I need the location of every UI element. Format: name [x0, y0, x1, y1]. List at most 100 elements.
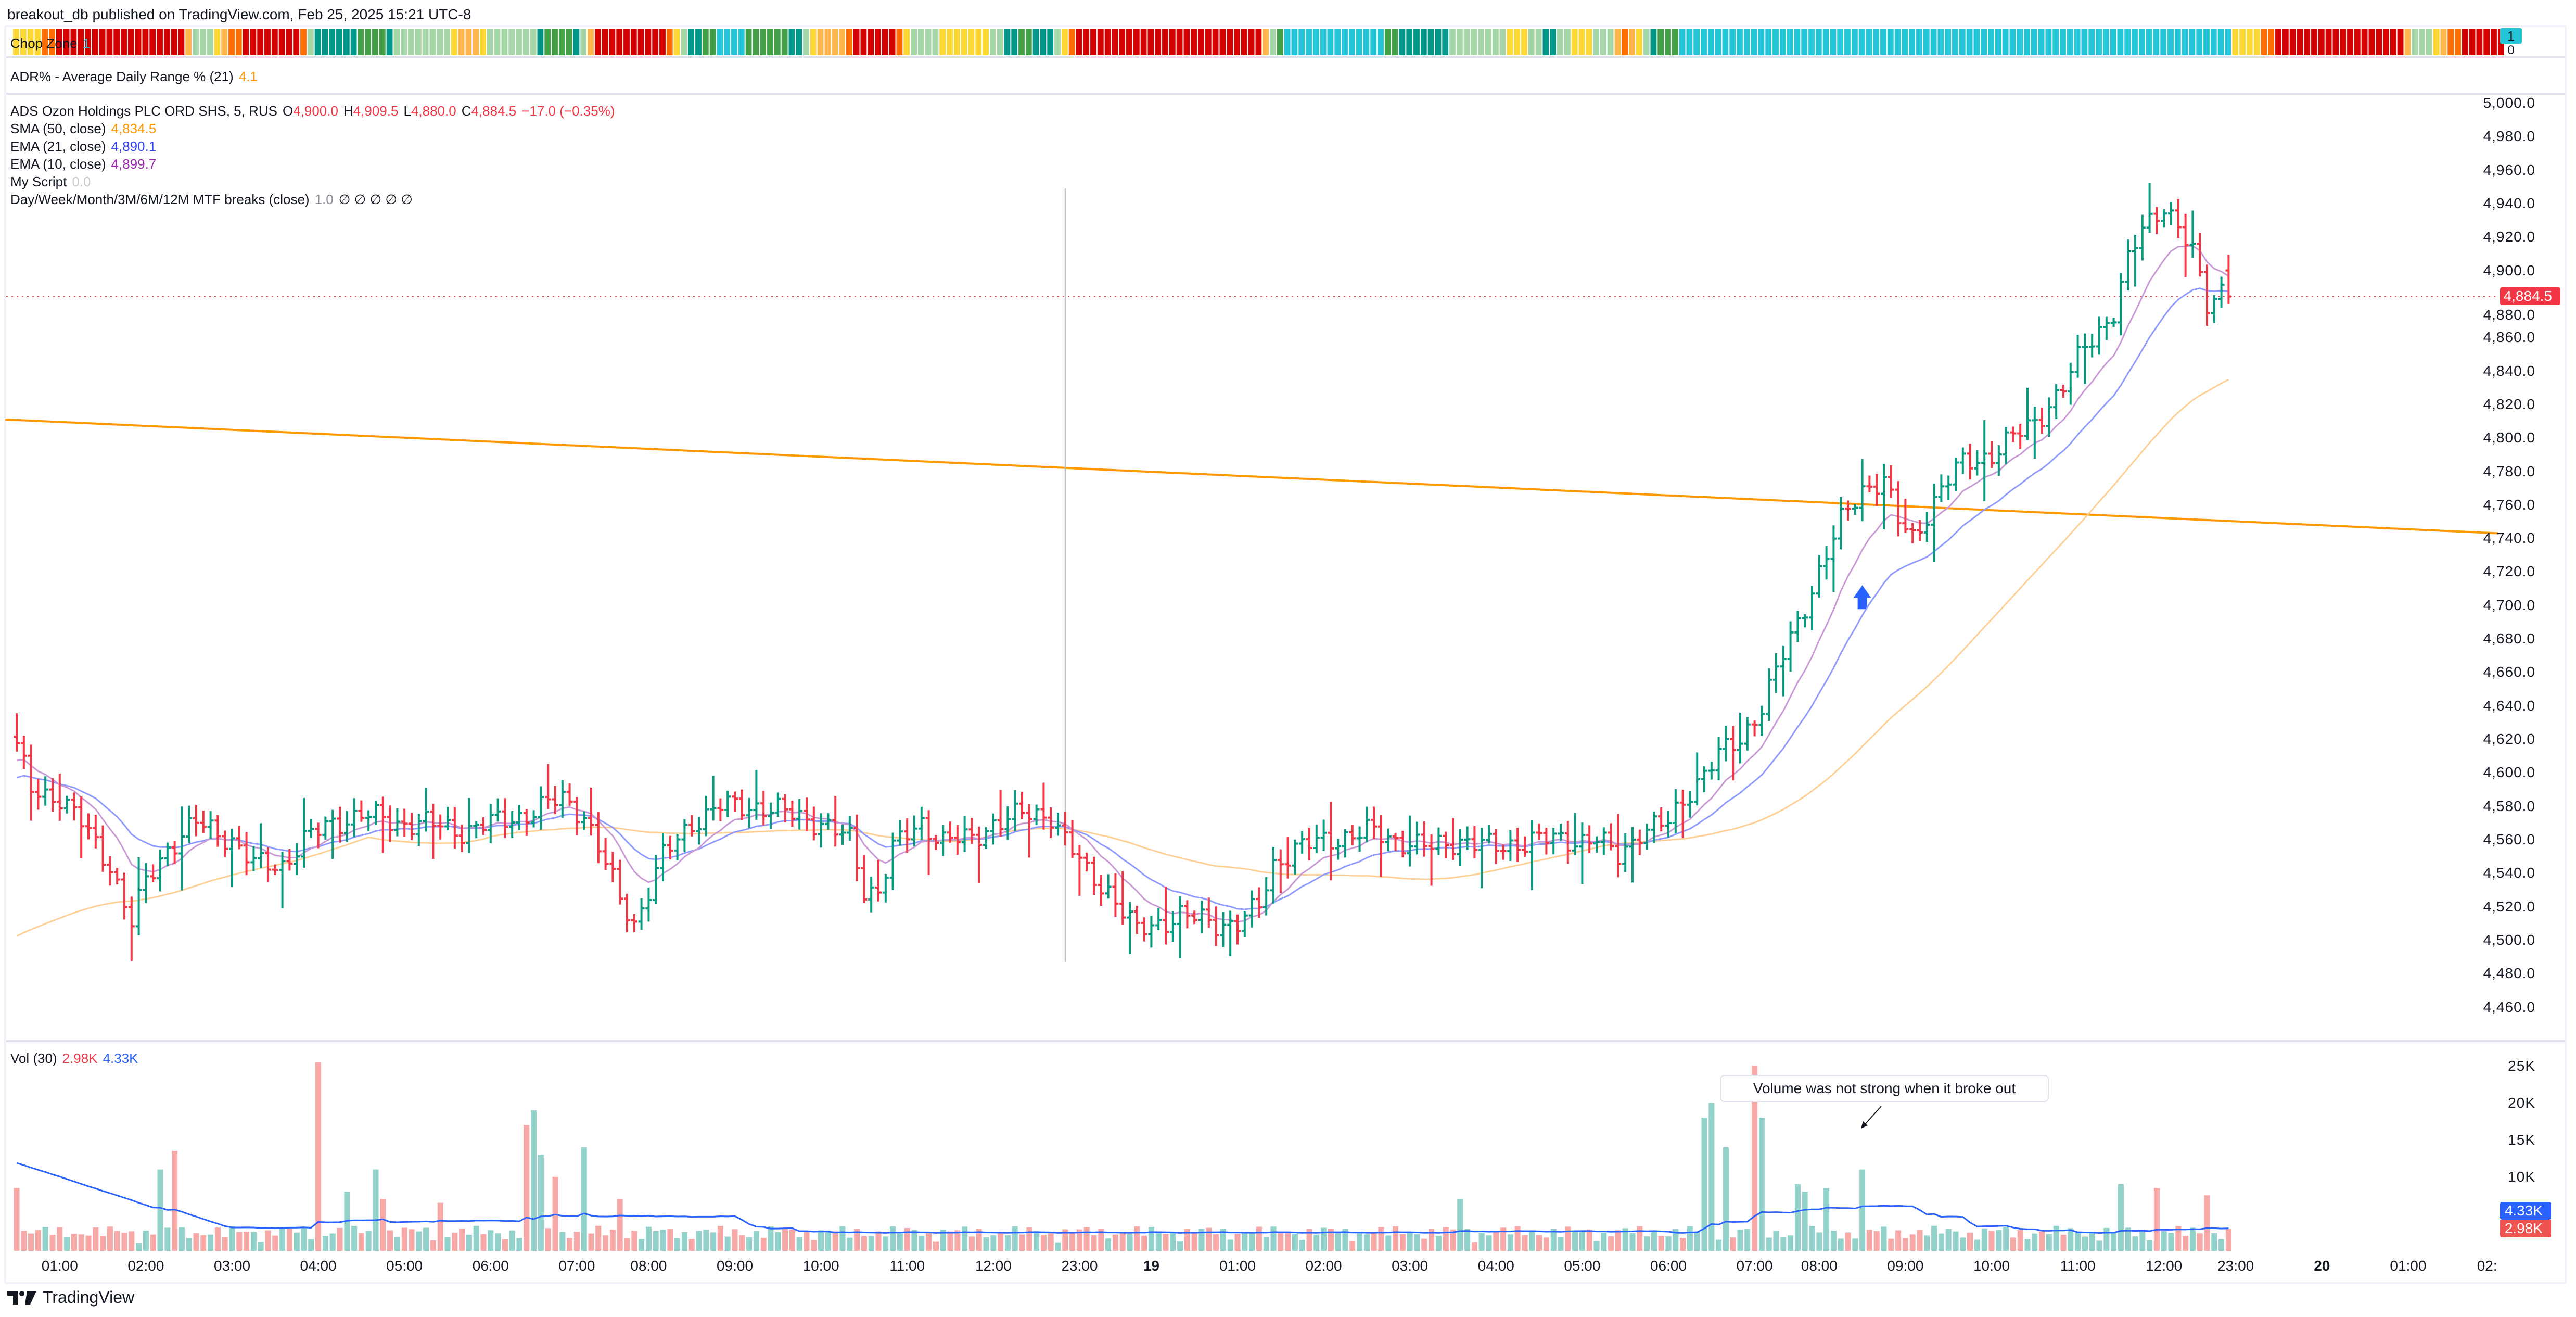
volume-bar: [1034, 1231, 1040, 1251]
chop-zone-bar: [1270, 29, 1276, 55]
chop-zone-bar: [415, 29, 422, 55]
chop-zone-bar: [2476, 29, 2483, 55]
time-axis-label: 01:00: [2390, 1258, 2427, 1274]
price-bar: [1392, 832, 1399, 851]
main-legend: ADS Ozon Holdings PLC ORD SHS, 5, RUS O4,…: [10, 102, 620, 208]
price-bar: [868, 876, 875, 913]
volume-bar: [2189, 1227, 2196, 1251]
chop-zone-bar: [652, 29, 659, 55]
adr-legend[interactable]: ADR% - Average Daily Range % (21) 4.1: [10, 68, 263, 85]
chop-zone-bar: [637, 29, 644, 55]
chop-zone-legend[interactable]: Chop Zone 1: [10, 34, 95, 52]
volume-bar: [847, 1237, 853, 1251]
chop-zone-bar: [1312, 29, 1319, 55]
chop-zone-bar: [1018, 29, 1025, 55]
volume-bar: [667, 1229, 673, 1251]
chop-zone-bar: [1126, 29, 1132, 55]
price-bar: [897, 820, 903, 846]
price-axis-label: 4,660.0: [2483, 664, 2535, 680]
volume-bar: [143, 1230, 149, 1251]
chop-zone-bar: [106, 29, 113, 55]
volume-bar: [947, 1231, 953, 1251]
price-bar: [2053, 384, 2060, 419]
volume-bar: [1873, 1231, 1880, 1251]
chop-zone-bar: [1032, 29, 1039, 55]
volume-bar: [71, 1233, 77, 1251]
chop-zone-bar: [2239, 29, 2246, 55]
price-bar: [1514, 828, 1521, 863]
ema10-legend[interactable]: EMA (10, close) 4,899.7: [10, 155, 620, 173]
time-axis-label: 20: [2314, 1258, 2330, 1274]
chop-zone-bar: [953, 29, 960, 55]
price-axis-label: 4,560.0: [2483, 831, 2535, 848]
footer-brand[interactable]: TradingView: [7, 1288, 134, 1307]
annotation-pointer-line: [1863, 1106, 1882, 1127]
chop-zone-bar: [1794, 29, 1801, 55]
chop-zone-bar: [127, 29, 134, 55]
symbol-legend[interactable]: ADS Ozon Holdings PLC ORD SHS, 5, RUS O4,…: [10, 102, 620, 120]
price-bar: [415, 814, 422, 846]
time-axis-label: 07:00: [1736, 1258, 1773, 1274]
time-axis-label: 05:00: [386, 1258, 423, 1274]
volume-bar: [2161, 1231, 2167, 1251]
price-bar: [85, 813, 92, 840]
price-bar: [401, 808, 408, 837]
chop-zone-bar: [2340, 29, 2347, 55]
chop-zone-bar: [1629, 29, 1635, 55]
price-bar: [545, 764, 552, 809]
volume-annotation[interactable]: Volume was not strong when it broke out: [1720, 1075, 2049, 1102]
chop-zone-bar: [2311, 29, 2317, 55]
volume-bar: [1163, 1234, 1169, 1251]
volume-bar: [2175, 1226, 2182, 1251]
price-bar: [738, 789, 745, 820]
chop-zone-bar: [1535, 29, 1542, 55]
volume-bar: [286, 1228, 292, 1251]
chop-zone-bar: [1435, 29, 1442, 55]
price-bar: [1127, 902, 1133, 954]
volume-bar: [1565, 1226, 1571, 1251]
chop-zone-bar: [1614, 29, 1621, 55]
chop-zone-bar: [1399, 29, 1406, 55]
price-bar: [49, 778, 56, 812]
sma50-legend[interactable]: SMA (50, close) 4,834.5: [10, 120, 620, 137]
chop-zone-bar: [925, 29, 932, 55]
ema10-label: EMA (10, close): [10, 156, 106, 172]
volume-bar: [890, 1226, 896, 1251]
volume-legend[interactable]: Vol (30) 2.98K 4.33K: [10, 1049, 144, 1067]
chop-zone-bar: [444, 29, 450, 55]
chop-zone-bar: [1442, 29, 1449, 55]
time-axis-label: 03:00: [213, 1258, 251, 1274]
price-bar: [645, 887, 652, 922]
chop-zone-bar: [2009, 29, 2016, 55]
volume-bar: [1299, 1239, 1305, 1251]
chop-zone-bar: [257, 29, 264, 55]
chop-zone-bar: [1542, 29, 1549, 55]
volume-bar: [1450, 1229, 1456, 1251]
price-bar: [1169, 911, 1176, 942]
volume-bar: [1730, 1237, 1736, 1251]
price-bar: [2082, 333, 2088, 385]
chop-zone-bar: [1916, 29, 1922, 55]
chop-zone-bar: [738, 29, 745, 55]
chop-zone-bar: [2117, 29, 2124, 55]
chop-zone-bar: [2096, 29, 2102, 55]
price-bar: [1708, 762, 1715, 780]
price-bar: [1701, 766, 1707, 792]
chop-zone-bar: [214, 29, 221, 55]
price-bar: [1830, 525, 1837, 592]
volume-axis-label: 25K: [2508, 1057, 2535, 1074]
chop-zone-bar: [422, 29, 429, 55]
chop-zone-bar: [1586, 29, 1592, 55]
price-bar: [523, 809, 530, 836]
chop-zone-bar: [1263, 29, 1269, 55]
ema21-legend[interactable]: EMA (21, close) 4,890.1: [10, 137, 620, 155]
chop-zone-bar: [2067, 29, 2073, 55]
chop-zone-bar: [2447, 29, 2454, 55]
price-bar: [2197, 233, 2203, 277]
volume-bar: [1665, 1236, 1672, 1251]
chop-zone-bar: [1779, 29, 1786, 55]
chop-zone-bar: [1406, 29, 1413, 55]
mtf-legend[interactable]: Day/Week/Month/3M/6M/12M MTF breaks (clo…: [10, 191, 620, 208]
my-script-legend[interactable]: My Script 0.0: [10, 173, 620, 191]
